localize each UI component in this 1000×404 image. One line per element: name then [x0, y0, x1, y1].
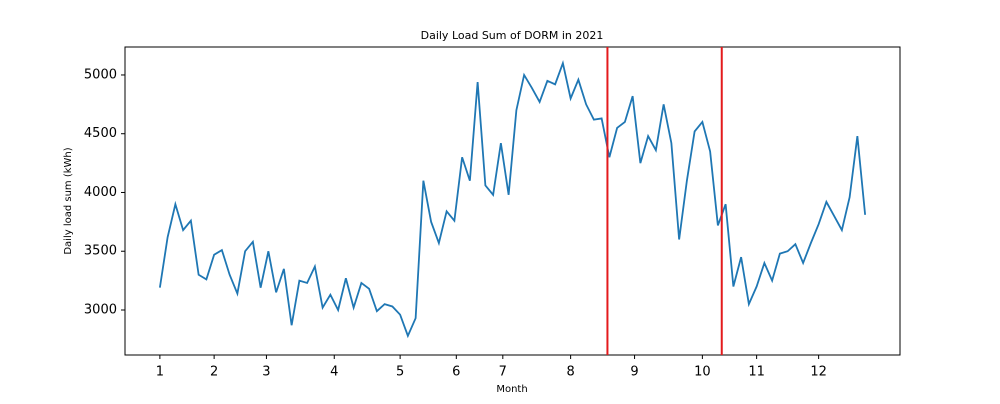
y-tick-label: 4500	[84, 126, 117, 141]
x-tick-label: 4	[330, 365, 338, 380]
x-tick-label: 5	[396, 365, 404, 380]
x-tick-label: 10	[694, 365, 711, 380]
x-tick-label: 7	[499, 365, 507, 380]
data-line	[158, 60, 867, 339]
y-tick-label: 4000	[84, 185, 117, 200]
x-tick-label: 6	[452, 365, 460, 380]
x-tick-label: 2	[210, 365, 218, 380]
y-tick-label: 3500	[84, 244, 117, 259]
x-tick-label: 9	[630, 365, 638, 380]
x-tick-label: 11	[748, 365, 765, 380]
y-tick-label: 5000	[84, 67, 117, 82]
x-tick-label: 1	[156, 365, 164, 380]
x-axis-label: Month	[496, 384, 527, 395]
y-axis-label: Daily load sum (kWh)	[63, 147, 74, 254]
x-tick-label: 3	[262, 365, 270, 380]
x-tick-label: 12	[810, 365, 827, 380]
chart-title: Daily Load Sum of DORM in 2021	[421, 29, 604, 42]
y-tick-label: 3000	[84, 302, 117, 317]
x-tick-label: 8	[566, 365, 574, 380]
plot-frame	[124, 46, 901, 356]
